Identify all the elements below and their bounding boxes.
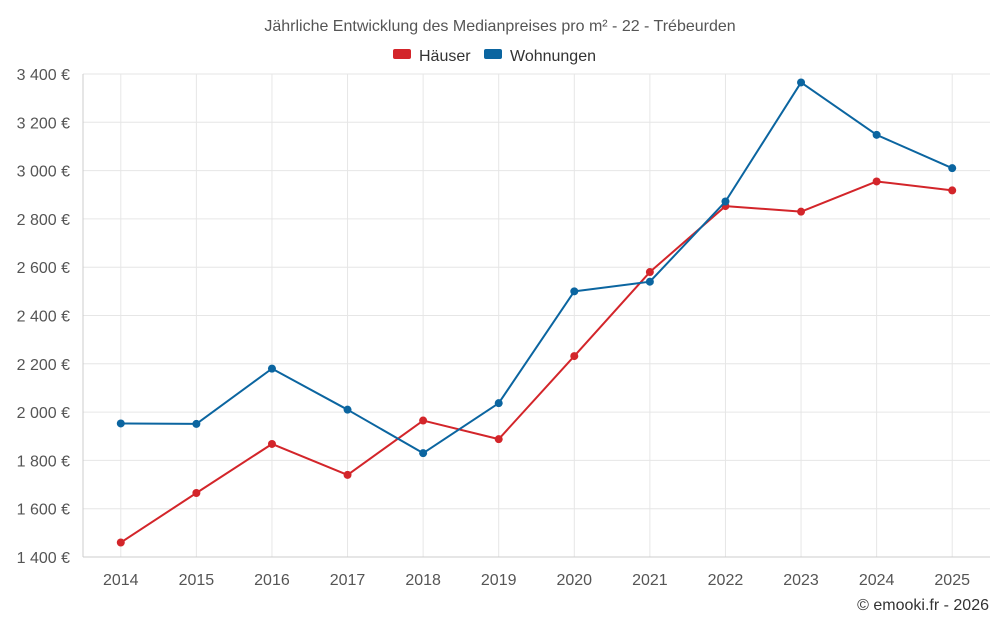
data-point-haeuser-2025[interactable] bbox=[948, 186, 957, 195]
y-tick-label: 1 600 € bbox=[17, 502, 70, 519]
data-point-haeuser-2016[interactable] bbox=[267, 439, 276, 448]
credit-text: © emooki.fr - 2026 bbox=[857, 597, 989, 614]
data-point-haeuser-2019[interactable] bbox=[494, 435, 503, 444]
x-tick-label: 2020 bbox=[556, 572, 592, 589]
legend-label: Wohnungen bbox=[510, 48, 596, 65]
y-tick-label: 2 200 € bbox=[17, 357, 70, 374]
y-tick-label: 3 000 € bbox=[17, 164, 70, 181]
data-point-haeuser-2023[interactable] bbox=[797, 207, 806, 216]
y-tick-label: 2 800 € bbox=[17, 212, 70, 229]
x-tick-label: 2024 bbox=[859, 572, 895, 589]
data-point-haeuser-2014[interactable] bbox=[116, 538, 125, 547]
legend-item-wohnungen[interactable]: Wohnungen bbox=[484, 48, 596, 65]
data-point-wohnungen-2025[interactable] bbox=[948, 164, 957, 173]
data-point-wohnungen-2023[interactable] bbox=[797, 78, 806, 87]
series-line-wohnungen[interactable] bbox=[120, 81, 953, 455]
data-point-haeuser-2021[interactable] bbox=[645, 268, 654, 277]
y-tick-label: 2 000 € bbox=[17, 405, 70, 422]
y-tick-label: 1 400 € bbox=[17, 550, 70, 567]
x-tick-label: 2023 bbox=[783, 572, 819, 589]
data-point-haeuser-2020[interactable] bbox=[570, 352, 579, 361]
series-layer bbox=[116, 78, 957, 547]
x-tick-label: 2017 bbox=[330, 572, 366, 589]
data-point-wohnungen-2017[interactable] bbox=[343, 405, 352, 414]
legend-swatch bbox=[484, 49, 502, 59]
grid bbox=[83, 73, 990, 558]
x-tick-label: 2025 bbox=[934, 572, 970, 589]
data-point-wohnungen-2021[interactable] bbox=[645, 277, 654, 286]
y-tick-label: 3 400 € bbox=[17, 67, 70, 84]
data-point-wohnungen-2018[interactable] bbox=[419, 449, 428, 458]
legend[interactable]: Häuser Wohnungen bbox=[393, 48, 596, 65]
x-tick-label: 2021 bbox=[632, 572, 668, 589]
x-tick-label: 2015 bbox=[179, 572, 215, 589]
legend-label: Häuser bbox=[419, 48, 471, 65]
data-point-haeuser-2024[interactable] bbox=[872, 177, 881, 186]
x-tick-label: 2016 bbox=[254, 572, 290, 589]
data-point-wohnungen-2022[interactable] bbox=[721, 197, 730, 206]
y-tick-label: 2 600 € bbox=[17, 260, 70, 277]
x-tick-label: 2014 bbox=[103, 572, 139, 589]
data-point-haeuser-2018[interactable] bbox=[419, 416, 428, 425]
x-tick-label: 2018 bbox=[405, 572, 441, 589]
y-tick-label: 2 400 € bbox=[17, 309, 70, 326]
data-point-wohnungen-2014[interactable] bbox=[116, 419, 125, 428]
y-tick-label: 1 800 € bbox=[17, 453, 70, 470]
x-tick-label: 2019 bbox=[481, 572, 517, 589]
data-point-haeuser-2015[interactable] bbox=[192, 489, 201, 498]
series-line-haeuser[interactable] bbox=[120, 180, 953, 544]
data-point-wohnungen-2024[interactable] bbox=[872, 130, 881, 139]
data-point-wohnungen-2019[interactable] bbox=[494, 399, 503, 408]
data-point-wohnungen-2020[interactable] bbox=[570, 287, 579, 296]
legend-swatch bbox=[393, 49, 411, 59]
chart-title: Jährliche Entwicklung des Medianpreises … bbox=[264, 18, 735, 35]
data-point-haeuser-2017[interactable] bbox=[343, 470, 352, 479]
data-point-wohnungen-2015[interactable] bbox=[192, 419, 201, 428]
y-tick-label: 3 200 € bbox=[17, 115, 70, 132]
x-tick-label: 2022 bbox=[708, 572, 744, 589]
legend-item-haeuser[interactable]: Häuser bbox=[393, 48, 471, 65]
axes: 1 400 € 1 600 € 1 800 € 2 000 € 2 200 € 2 400… bbox=[17, 67, 990, 589]
data-point-wohnungen-2016[interactable] bbox=[267, 364, 276, 373]
